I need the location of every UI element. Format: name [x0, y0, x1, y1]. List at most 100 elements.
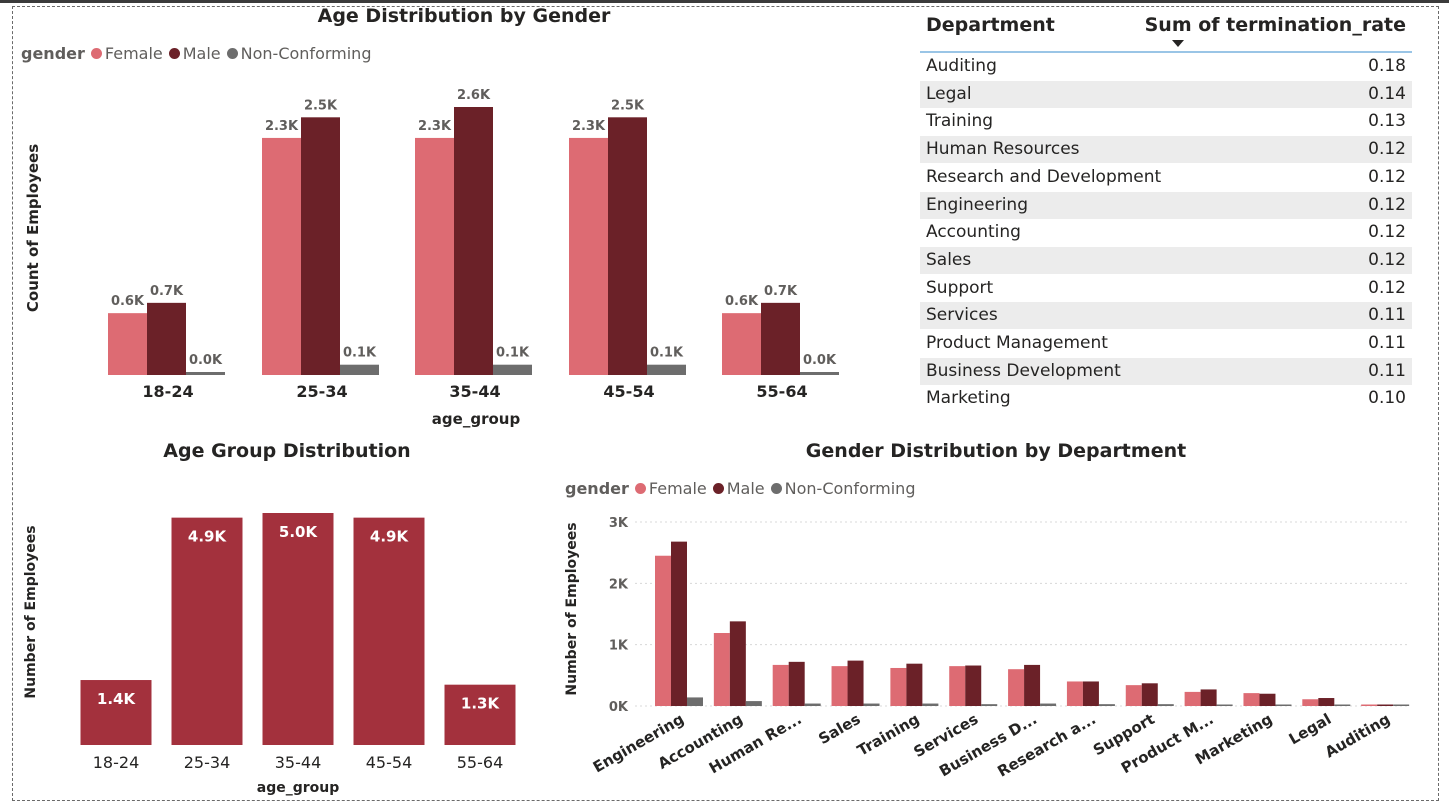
table-row[interactable]: Legal 0.14: [920, 80, 1412, 108]
age-group-chart: 1.4K 4.9K 5.0K 4.9K 1.3K 18-24 25-34 35-44 45-54…: [23, 513, 516, 796]
bar-age-group: [262, 513, 334, 745]
bar-age-group: [171, 517, 243, 745]
bar-non-conforming: [922, 703, 939, 706]
bar-non-conforming: [1157, 704, 1174, 706]
x-tick-label: 55-64: [756, 382, 807, 401]
x-tick-label: 55-64: [457, 753, 504, 772]
chart3-legend-item-male[interactable]: Male: [712, 479, 765, 498]
data-label: 2.5K: [304, 98, 338, 113]
bar-female: [1008, 669, 1025, 706]
cell-department: Accounting: [926, 222, 1021, 243]
sort-descending-icon[interactable]: [1172, 40, 1184, 47]
bar-female: [1066, 681, 1083, 706]
bar-non-conforming: [647, 364, 686, 375]
bar-male: [1259, 693, 1276, 706]
bar-age-group: [80, 680, 152, 745]
data-label: 4.9K: [370, 528, 410, 546]
report-frame: [12, 6, 1439, 801]
cell-department: Training: [926, 111, 994, 132]
bar-male: [1200, 689, 1217, 706]
bar-male: [1141, 683, 1158, 706]
bar-male: [1318, 698, 1335, 706]
bar-male: [608, 117, 647, 376]
cell-department: Legal: [926, 83, 972, 104]
x-axis-title: age_group: [257, 780, 340, 796]
data-label: 0.7K: [764, 284, 798, 299]
x-tick-label: Auditing: [1322, 710, 1393, 762]
top-border: [0, 0, 1449, 3]
bar-female: [831, 666, 848, 706]
bar-female: [722, 313, 761, 375]
bar-female: [890, 667, 907, 706]
table-header: Department Sum of termination_rate: [920, 8, 1412, 53]
data-label: 0.1K: [496, 346, 530, 361]
y-axis-title: Number of Employees: [23, 525, 39, 698]
table-row[interactable]: Research and Development 0.12: [920, 164, 1412, 191]
cell-termination-rate: 0.18: [1368, 56, 1406, 76]
bar-male: [1024, 664, 1041, 706]
table-row[interactable]: Business Development 0.11: [920, 357, 1412, 385]
chart1-legend-item-female[interactable]: Female: [90, 44, 163, 63]
bar-male: [965, 665, 982, 706]
bar-female: [713, 633, 730, 706]
column-header-department[interactable]: Department: [926, 14, 1055, 36]
cell-termination-rate: 0.10: [1368, 388, 1406, 409]
cell-termination-rate: 0.12: [1368, 277, 1406, 298]
bar-male: [301, 117, 340, 376]
chart3-legend-item-female[interactable]: Female: [634, 479, 707, 498]
data-label: 0.0K: [189, 353, 223, 368]
bar-non-conforming: [687, 697, 703, 706]
nonconforming-dot-icon: [770, 483, 782, 494]
bar-non-conforming: [186, 372, 225, 375]
cell-department: Business Development: [926, 360, 1121, 381]
x-tick-label: 35-44: [449, 382, 500, 401]
termination-rate-table: Department Sum of termination_rate Audit…: [920, 8, 1412, 408]
bar-female: [949, 666, 966, 706]
data-label: 2.3K: [265, 119, 299, 134]
cell-department: Product Management: [926, 333, 1108, 353]
bar-non-conforming: [1393, 704, 1410, 706]
table-row[interactable]: Product Management 0.11: [920, 330, 1412, 357]
table-row[interactable]: Human Resources 0.12: [920, 136, 1412, 164]
cell-termination-rate: 0.12: [1368, 249, 1406, 270]
bar-male: [729, 621, 746, 706]
bar-male: [1082, 681, 1099, 706]
chart3-title: Gender Distribution by Department: [805, 440, 1187, 462]
bar-non-conforming: [340, 364, 379, 375]
table-row[interactable]: Sales 0.12: [920, 246, 1412, 274]
cell-department: Services: [926, 305, 998, 326]
table-row[interactable]: Accounting 0.12: [920, 219, 1412, 246]
bar-female: [772, 664, 789, 706]
table-row[interactable]: Training 0.13: [920, 108, 1412, 135]
y-tick-label: 0K: [609, 700, 629, 715]
cell-department: Support: [926, 277, 994, 298]
bar-female: [1243, 693, 1260, 706]
male-dot-icon: [712, 483, 724, 494]
table-row[interactable]: Support 0.12: [920, 275, 1412, 302]
data-label: 1.3K: [461, 695, 501, 713]
female-dot-icon: [90, 48, 102, 59]
x-tick-label: 25-34: [184, 753, 231, 772]
column-header-termination-rate[interactable]: Sum of termination_rate: [1144, 14, 1406, 36]
female-dot-icon: [634, 483, 646, 494]
bar-non-conforming: [804, 703, 821, 706]
chart1-legend-item-nonconforming[interactable]: Non-Conforming: [226, 44, 371, 63]
data-label: 1.4K: [97, 690, 137, 708]
table-row[interactable]: Marketing 0.10: [920, 385, 1412, 412]
table-row[interactable]: Services 0.11: [920, 302, 1412, 330]
bar-female: [1302, 699, 1319, 706]
cell-termination-rate: 0.12: [1368, 194, 1406, 215]
chart1-legend-item-male[interactable]: Male: [168, 44, 221, 63]
data-label: 2.6K: [457, 88, 491, 103]
data-label: 0.0K: [803, 353, 837, 368]
data-label: 0.7K: [150, 284, 184, 299]
bar-non-conforming: [493, 364, 532, 375]
y-tick-label: 3K: [609, 516, 629, 531]
table-row[interactable]: Engineering 0.12: [920, 191, 1412, 219]
bar-female: [108, 313, 147, 375]
table-row[interactable]: Auditing 0.18: [920, 53, 1412, 80]
chart3-legend-item-nonconforming[interactable]: Non-Conforming: [770, 479, 915, 498]
cell-termination-rate: 0.13: [1368, 111, 1406, 132]
bar-female: [569, 137, 608, 375]
bar-male: [906, 663, 923, 706]
